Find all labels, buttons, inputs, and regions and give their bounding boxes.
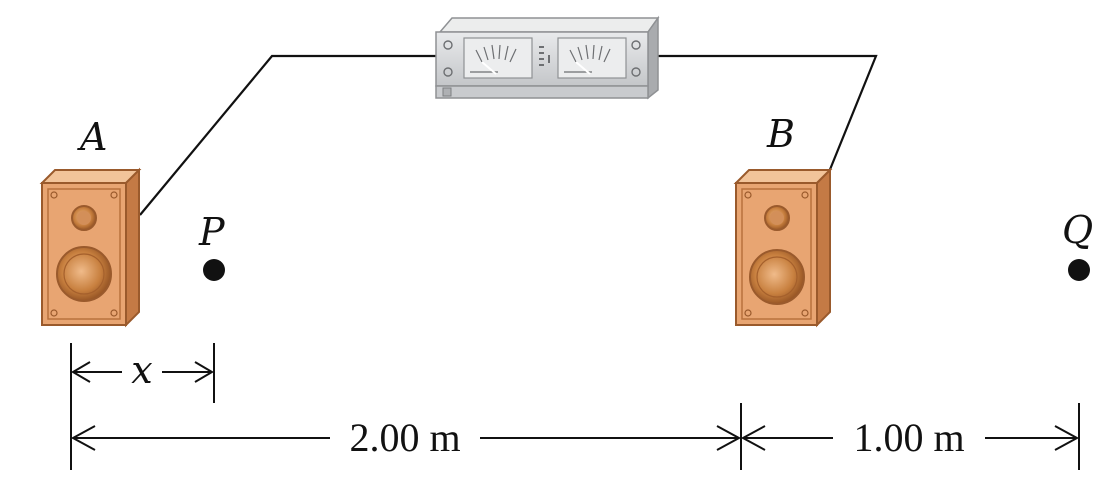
amplifier	[435, 15, 660, 100]
speaker-b	[733, 167, 833, 328]
x-dimension-label: x	[131, 348, 152, 392]
speaker-a	[39, 167, 142, 328]
dimension-lines	[70, 343, 1080, 470]
connecting-wires	[139, 54, 878, 216]
point-p-marker	[203, 259, 225, 281]
b-to-q-dimension-arrow	[740, 425, 1080, 451]
point-q-marker	[1068, 259, 1090, 281]
wire-to-speaker-a	[139, 54, 440, 216]
speaker-b-label: B	[766, 112, 795, 156]
a-to-b-dimension-label: 2.00 m	[349, 415, 460, 460]
point-p-label: P	[198, 210, 226, 254]
x-dimension-arrow	[71, 361, 214, 383]
a-to-b-dimension-arrow	[70, 425, 742, 451]
b-to-q-dimension-label: 1.00 m	[853, 415, 964, 460]
point-q-label: Q	[1062, 208, 1093, 252]
speaker-a-label: A	[77, 115, 107, 159]
wire-to-speaker-b	[648, 54, 878, 173]
